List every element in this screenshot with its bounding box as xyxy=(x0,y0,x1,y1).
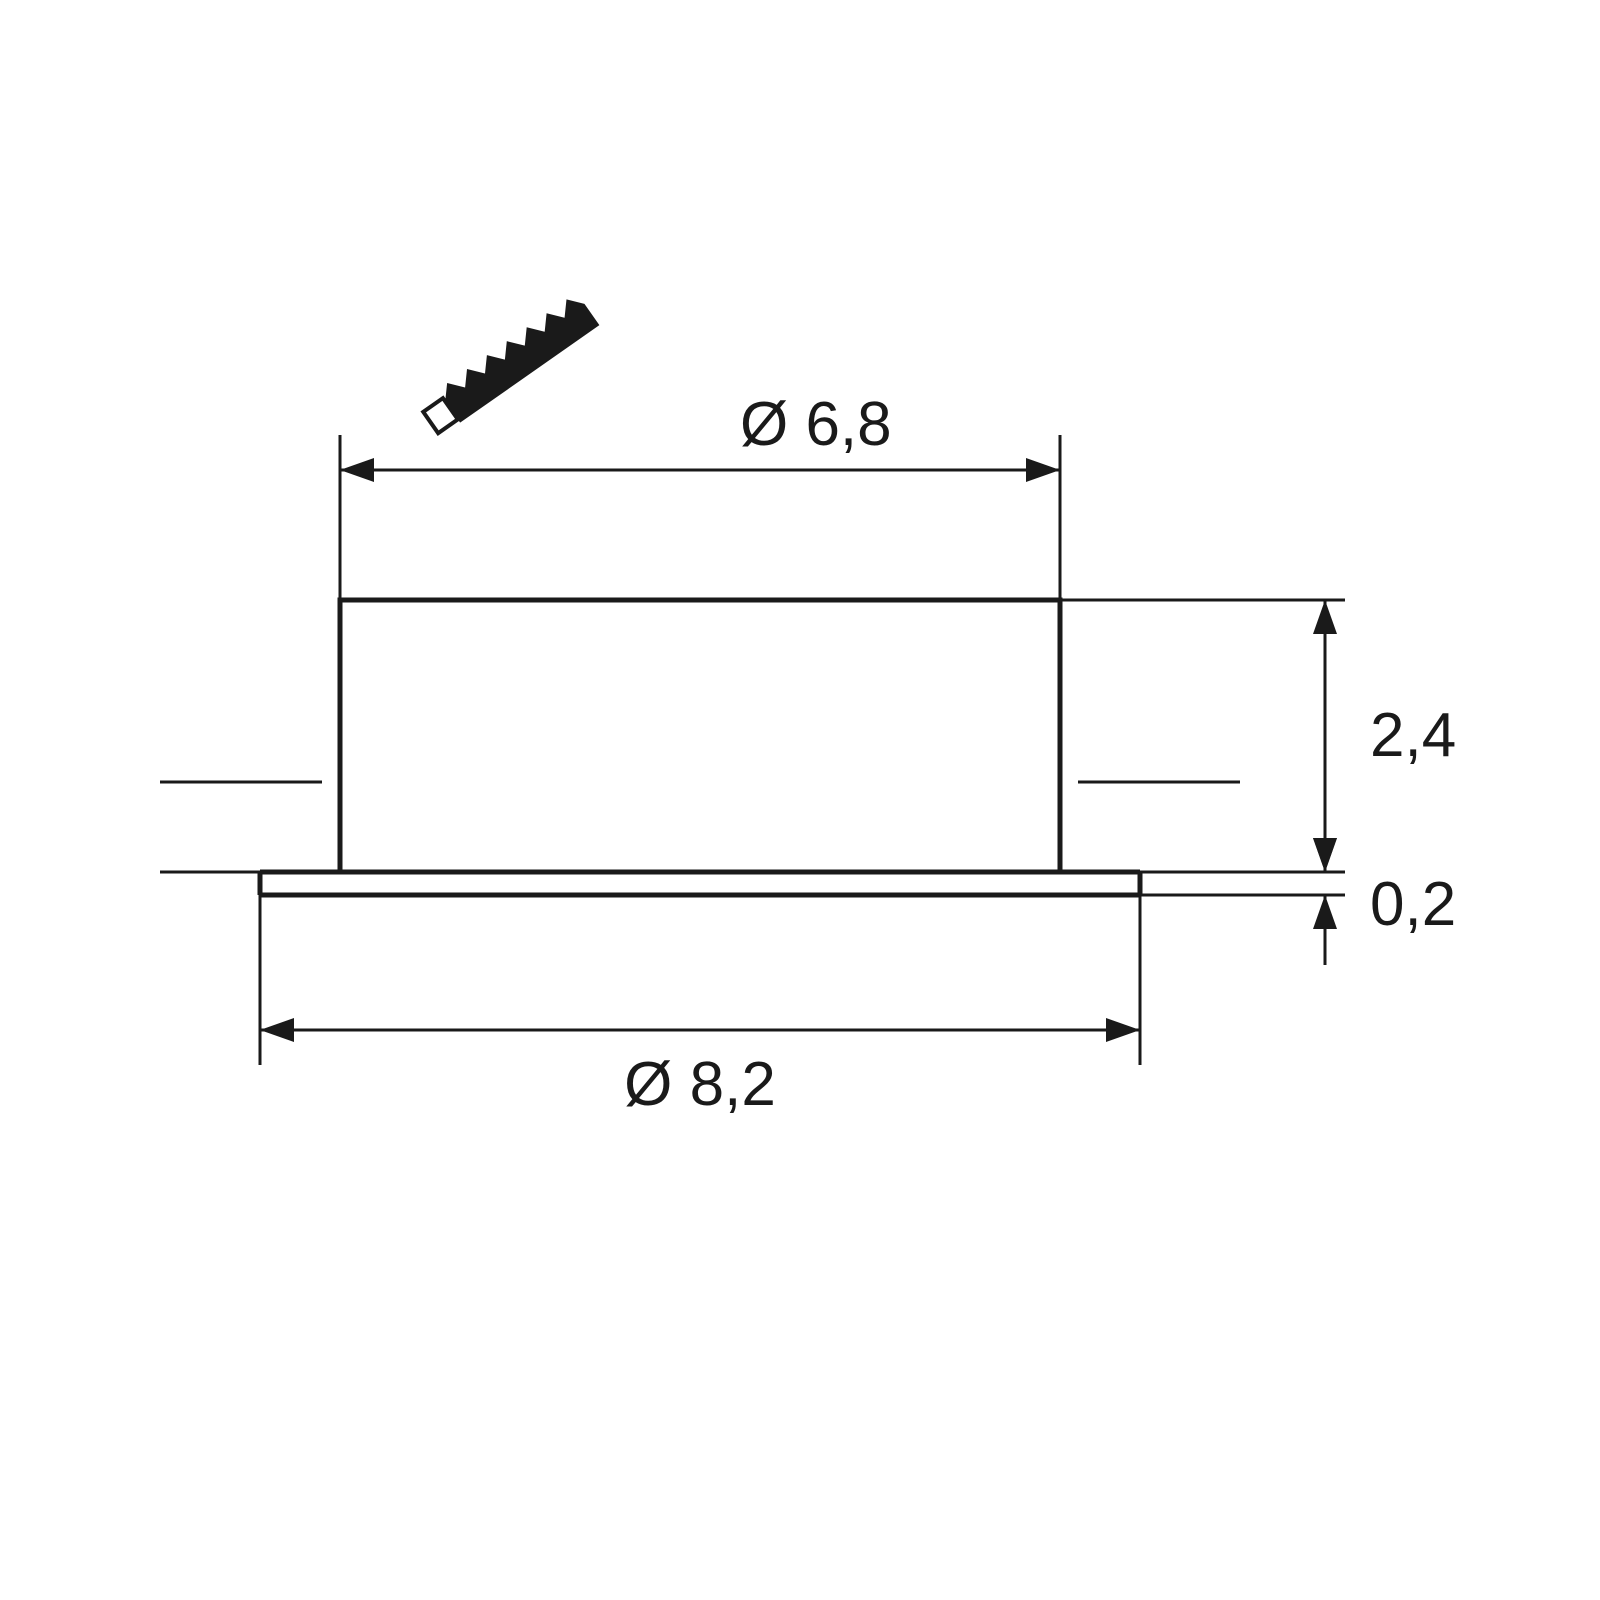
technical-drawing: Ø 6,8 Ø 8,2 2,4 0,2 xyxy=(0,0,1600,1600)
body-outline xyxy=(340,600,1060,872)
dim-label-flange-thk: 0,2 xyxy=(1370,870,1456,939)
hole-saw-icon xyxy=(418,292,600,436)
dim-label-height: 2,4 xyxy=(1370,701,1456,770)
dim-label-flange: Ø 8,2 xyxy=(624,1050,776,1119)
dim-label-cutout: Ø 6,8 xyxy=(740,390,892,459)
